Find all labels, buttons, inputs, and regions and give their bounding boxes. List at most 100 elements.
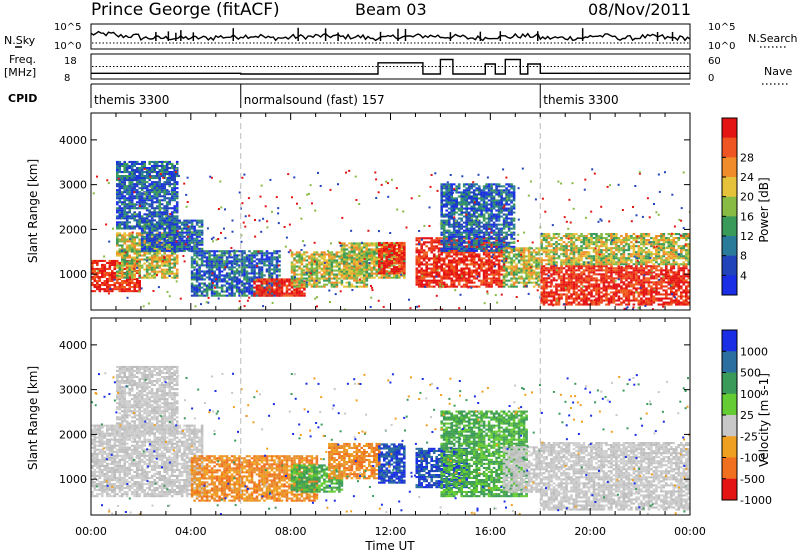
heat-cell: [140, 199, 144, 202]
heat-cell: [168, 248, 171, 251]
heat-cell: [465, 281, 468, 284]
heat-cell: [308, 267, 311, 270]
heat-cell: [208, 276, 211, 279]
heat-cell: [138, 254, 141, 257]
heat-cell: [243, 290, 246, 293]
heat-cell: [198, 286, 201, 289]
heat-cell: [330, 263, 334, 266]
heat-cell: [130, 164, 134, 167]
heat-cell: [457, 241, 461, 244]
heat-cell: [138, 232, 141, 235]
heat-cell: [183, 221, 186, 224]
heat-cell: [492, 183, 496, 186]
heat-cell: [170, 236, 174, 239]
heat-cell: [340, 256, 344, 259]
heat-cell: [190, 237, 194, 240]
heat-cell: [487, 199, 491, 202]
heat-cell: [250, 284, 254, 287]
heat-cell: [345, 256, 349, 259]
heat-cell: [253, 274, 256, 277]
heat-cell: [497, 241, 501, 244]
heat-cell: [298, 288, 301, 291]
heat-cell: [482, 209, 486, 212]
heat-cell: [143, 240, 146, 243]
heat-cell: [195, 223, 199, 226]
heat-cell: [190, 250, 194, 253]
heat-cell: [260, 258, 264, 261]
heat-cell: [447, 269, 451, 272]
heat-cell: [345, 248, 349, 251]
heat-cell: [121, 252, 124, 255]
heat-cell: [155, 171, 159, 174]
heat-cell: [238, 280, 241, 283]
heat-cell: [148, 160, 151, 163]
heat-cell: [388, 264, 391, 267]
heat-cell: [133, 238, 136, 241]
freq-panel: Freq. [MHz] 18 8 60 0 Nave: [4, 53, 792, 85]
heat-cell: [125, 171, 129, 174]
heat-cell: [472, 245, 476, 248]
heat-cell: [502, 259, 506, 262]
heat-cell: [130, 177, 134, 180]
heat-cell: [460, 247, 463, 250]
heat-cell: [235, 262, 239, 265]
heat-cell: [133, 215, 136, 218]
heat-cell: [238, 272, 241, 275]
heat-cell: [440, 275, 443, 278]
heat-cell: [123, 213, 126, 216]
heat-cell: [460, 205, 463, 208]
heat-cell: [490, 191, 493, 194]
heat-cell: [320, 261, 324, 264]
heat-cell: [230, 264, 234, 267]
heat-cell: [320, 251, 324, 254]
beam-label: Beam 03: [355, 0, 427, 19]
heat-cell: [145, 268, 149, 271]
heat-cell: [285, 286, 289, 289]
heat-cell: [240, 294, 244, 297]
heat-cell: [163, 272, 166, 275]
heat-cell: [470, 221, 473, 224]
heat-cell: [348, 272, 351, 275]
heat-cell: [250, 280, 254, 283]
heat-cell: [113, 271, 117, 274]
heat-cell: [143, 177, 146, 180]
heat-cell: [373, 260, 376, 263]
heat-cell: [330, 273, 334, 276]
heat-cell: [130, 264, 134, 267]
heat-cell: [497, 203, 501, 206]
heat-cell: [455, 251, 458, 254]
heat-cell: [103, 282, 107, 285]
heat-cell: [245, 280, 249, 283]
heat-cell: [450, 213, 453, 216]
heat-cell: [255, 250, 259, 253]
heat-cell: [313, 283, 316, 286]
heat-cell: [383, 264, 386, 267]
heat-cell: [155, 167, 159, 170]
heat-cell: [228, 292, 231, 295]
heat-cell: [116, 264, 119, 267]
heat-cell: [502, 255, 506, 258]
heat-cell: [121, 268, 124, 271]
heat-cell: [238, 270, 241, 273]
heat-cell: [462, 195, 466, 198]
heat-cell: [328, 273, 331, 276]
heat-cell: [495, 231, 498, 234]
heat-cell: [325, 279, 329, 282]
heat-cell: [505, 187, 508, 190]
heat-cell: [243, 264, 246, 267]
heat-cell: [298, 281, 301, 284]
heat-cell: [138, 195, 141, 198]
heat-cell: [450, 279, 453, 282]
heat-cell: [160, 173, 164, 176]
heat-cell: [148, 199, 151, 202]
heat-cell: [440, 207, 443, 210]
heat-cell: [121, 209, 124, 212]
heat-cell: [158, 225, 161, 228]
heat-cell: [460, 193, 463, 196]
heat-cell: [485, 255, 488, 258]
heat-cell: [96, 286, 99, 289]
heat-cell: [450, 269, 453, 272]
heat-cell: [148, 239, 151, 242]
heat-cell: [270, 286, 274, 289]
heat-cell: [155, 191, 159, 194]
